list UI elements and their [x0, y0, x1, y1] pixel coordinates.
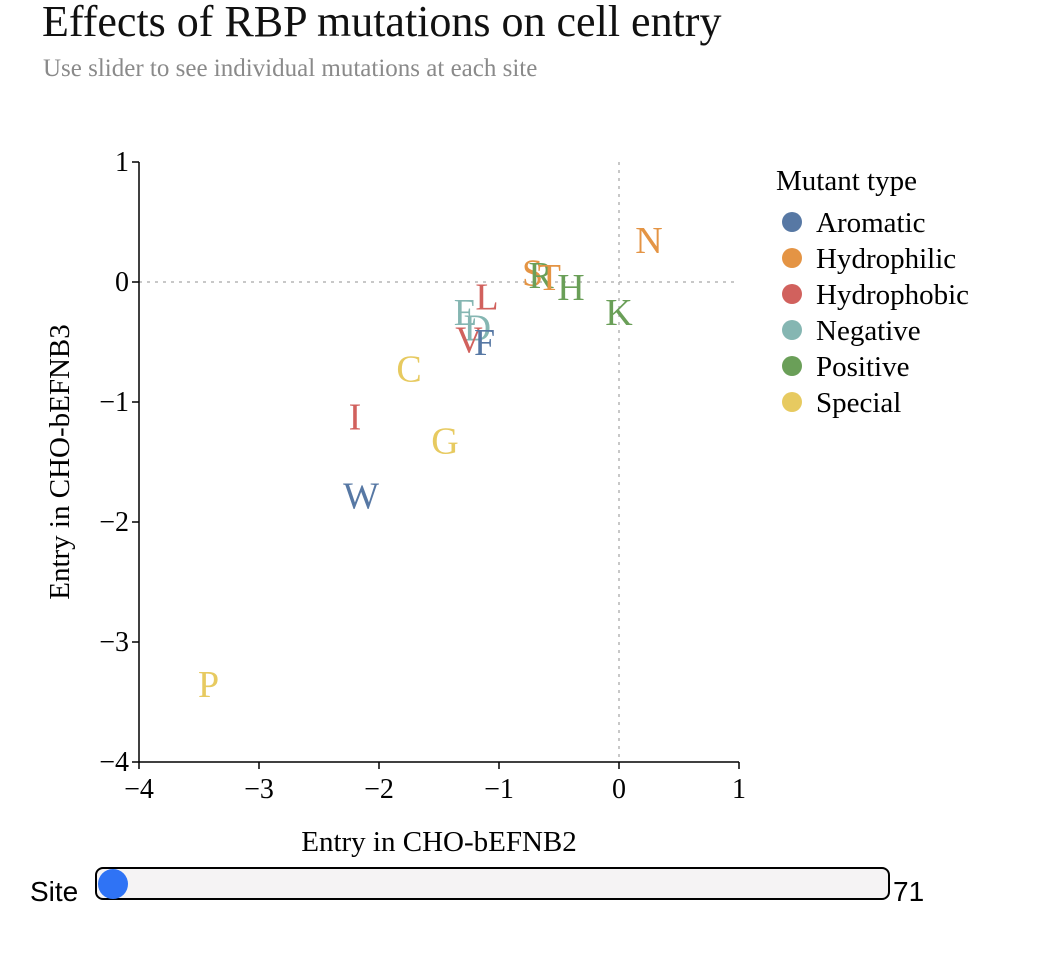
- axes: −4 −3 −2 −1 0 1 −4 −3 −2 −1 0 1: [99, 147, 746, 805]
- legend-entry-negative: Negative: [816, 315, 921, 347]
- data-point-p: P: [198, 664, 219, 706]
- legend-entry-positive: Positive: [816, 351, 909, 383]
- y-axis-title: Entry in CHO-bEFNB3: [44, 324, 76, 600]
- y-tick-label: −2: [99, 507, 129, 538]
- data-point-g: G: [431, 420, 458, 462]
- legend-swatch: [782, 356, 802, 376]
- legend-swatch: [782, 320, 802, 340]
- y-tick-label: 1: [115, 147, 129, 178]
- legend-entry-hydrophobic: Hydrophobic: [816, 279, 969, 311]
- data-point-h: H: [557, 267, 584, 309]
- x-tick-label: −2: [364, 774, 394, 805]
- site-slider-label: Site: [30, 876, 79, 907]
- x-tick-label: −3: [244, 774, 274, 805]
- data-point-l: L: [475, 276, 498, 318]
- data-point-d: D: [464, 308, 491, 350]
- legend-swatch: [782, 212, 802, 232]
- data-point-f: F: [474, 322, 495, 364]
- y-tick-label: −1: [99, 387, 129, 418]
- legend-swatch: [782, 248, 802, 268]
- legend-entry-aromatic: Aromatic: [816, 207, 926, 239]
- legend-swatch: [782, 284, 802, 304]
- legend: Mutant type Aromatic Hydrophilic Hydrophobi…: [776, 165, 969, 419]
- site-slider-value: 71: [893, 876, 925, 907]
- y-tick-label: 0: [115, 267, 129, 298]
- page-subtitle: Use slider to see individual mutations a…: [43, 55, 538, 82]
- data-point-k: K: [605, 292, 633, 334]
- site-slider[interactable]: [95, 867, 890, 900]
- y-tick-label: −3: [99, 627, 129, 658]
- data-point-w: W: [343, 476, 379, 518]
- y-tick-label: −4: [99, 747, 129, 778]
- data-point-i: I: [349, 396, 362, 438]
- legend-entry-special: Special: [816, 387, 901, 419]
- data-point-t: T: [538, 257, 561, 299]
- x-tick-label: 0: [612, 774, 626, 805]
- legend-swatch: [782, 392, 802, 412]
- x-tick-label: −1: [484, 774, 514, 805]
- site-slider-row: Site 71: [0, 862, 1042, 912]
- data-point-v: V: [455, 320, 483, 362]
- x-axis-title: Entry in CHO-bEFNB2: [301, 826, 577, 858]
- data-point-e: E: [454, 292, 477, 334]
- page-title: Effects of RBP mutations on cell entry: [42, 0, 722, 46]
- site-slider-thumb[interactable]: [98, 869, 128, 899]
- data-point-r: R: [528, 255, 554, 297]
- x-tick-label: −4: [124, 774, 154, 805]
- x-tick-label: 1: [732, 774, 746, 805]
- legend-entry-hydrophilic: Hydrophilic: [816, 243, 956, 275]
- data-point-s: S: [522, 252, 543, 294]
- legend-title: Mutant type: [776, 165, 917, 197]
- data-point-c: C: [396, 348, 421, 390]
- data-point-n: N: [635, 220, 662, 262]
